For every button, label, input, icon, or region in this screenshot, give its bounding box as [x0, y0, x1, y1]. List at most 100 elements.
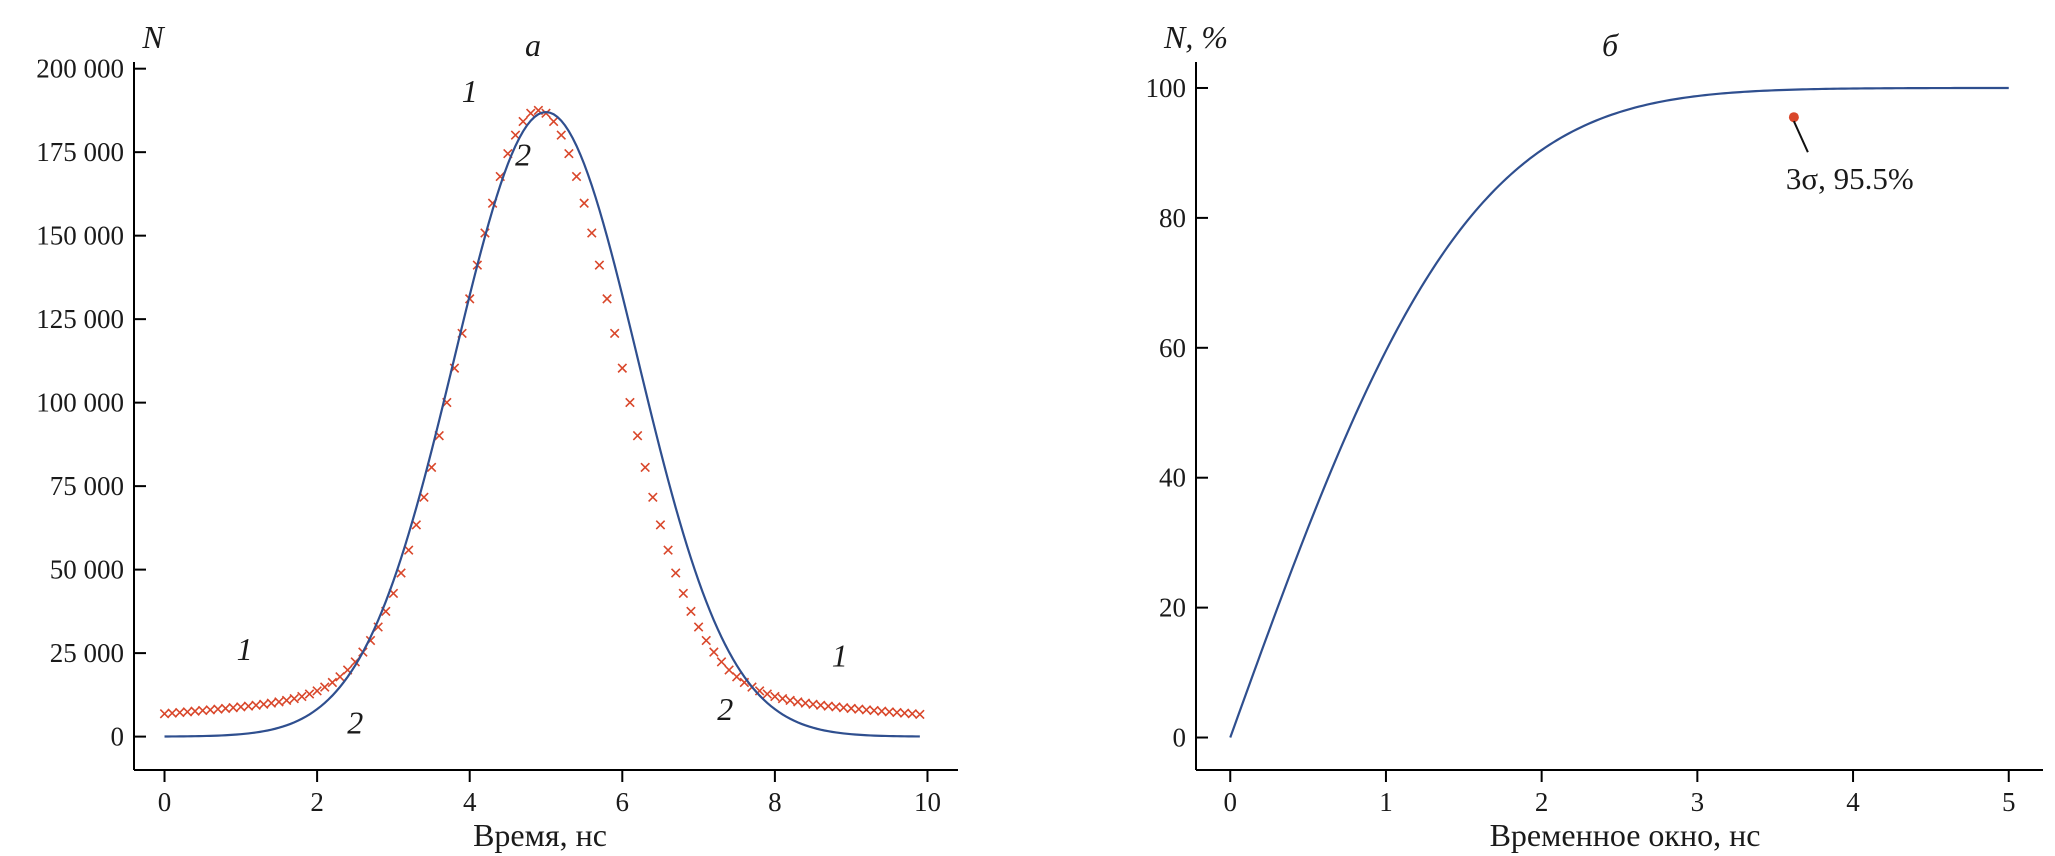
- panel-b-xlabel: Временное окно, нс: [1490, 817, 1761, 853]
- series-point-1: [777, 693, 788, 704]
- series-point-1: [617, 363, 628, 373]
- curve-label: 2: [717, 691, 733, 727]
- series-point-1: [640, 462, 650, 473]
- x-tick-label: 6: [616, 787, 630, 817]
- series-point-1: [571, 171, 582, 182]
- series-point-1: [876, 706, 887, 716]
- panel-a-series: [159, 105, 925, 738]
- y-tick-label: 150 000: [36, 221, 124, 251]
- series-point-1: [899, 708, 910, 718]
- series-point-1: [518, 116, 528, 127]
- series-point-1: [220, 703, 231, 714]
- series-point-1: [854, 704, 864, 714]
- series-point-1: [663, 545, 673, 555]
- series-point-1: [655, 520, 666, 530]
- series-point-1: [205, 705, 216, 715]
- y-tick-label: 0: [1173, 723, 1187, 753]
- y-tick-label: 100 000: [36, 388, 124, 418]
- series-point-1: [625, 397, 635, 408]
- series-point-1: [319, 682, 330, 692]
- x-tick-label: 2: [310, 787, 324, 817]
- series-point-1: [419, 492, 429, 502]
- annotation-point: [1788, 112, 1799, 123]
- panel-b-ylabel: N, %: [1163, 19, 1228, 55]
- series-point-1: [602, 294, 612, 304]
- x-tick-label: 1: [1379, 787, 1393, 817]
- panel-a: N а Время, нс 0 25 000 50 000 75 000 100 000…: [36, 19, 958, 853]
- series-point-1: [861, 705, 872, 715]
- curve-label: 1: [237, 631, 253, 667]
- series-point-1: [815, 700, 826, 710]
- curve-label: 2: [515, 137, 531, 173]
- series-point-1: [297, 691, 307, 702]
- series-point-1: [236, 702, 246, 712]
- panel-b-ticks: 0 20 40 60 80 100 0 1 2 3 4 5: [1146, 73, 2016, 817]
- series-point-1: [731, 672, 742, 682]
- series-point-1: [175, 707, 185, 718]
- y-tick-label: 20: [1159, 593, 1186, 623]
- y-tick-label: 200 000: [36, 54, 124, 84]
- panel-a-ylabel: N: [141, 19, 165, 55]
- series-point-1: [159, 709, 170, 719]
- series-line-2: [164, 110, 920, 738]
- series-point-1: [541, 108, 551, 118]
- series-point-1: [915, 709, 925, 720]
- series-point-1: [564, 148, 574, 159]
- series-point-1: [678, 588, 689, 599]
- series-point-1: [266, 698, 277, 708]
- x-tick-label: 0: [1224, 787, 1238, 817]
- y-tick-label: 50 000: [50, 555, 124, 585]
- series-point-1: [670, 568, 681, 578]
- panel-b-series: [1229, 86, 2009, 738]
- series-point-1: [770, 691, 780, 702]
- series-point-1: [304, 689, 315, 699]
- series-point-1: [289, 693, 299, 704]
- series-point-1: [243, 701, 254, 711]
- series-point-1: [403, 545, 414, 555]
- series-point-1: [609, 328, 620, 339]
- x-tick-label: 4: [1846, 787, 1860, 817]
- series-point-1: [312, 686, 322, 696]
- panel-a-axes: [133, 62, 958, 771]
- x-tick-label: 8: [768, 787, 782, 817]
- panel-b-axes: [1195, 62, 2043, 771]
- series-point-1: [213, 704, 223, 714]
- series-point-1: [907, 709, 917, 719]
- series-point-1: [281, 695, 292, 706]
- series-point-1: [716, 657, 727, 667]
- curve-label: 2: [347, 704, 363, 740]
- y-tick-label: 60: [1159, 333, 1186, 363]
- series-point-1: [785, 695, 795, 706]
- series-point-1: [327, 677, 338, 688]
- series-point-1: [258, 699, 269, 709]
- series-point-1: [686, 606, 696, 617]
- series-point-1: [167, 708, 177, 718]
- annotation-leader: [1792, 120, 1809, 153]
- series-point-1: [411, 520, 422, 530]
- series-point-1: [869, 705, 879, 716]
- panel-b-label: б: [1602, 27, 1619, 63]
- y-tick-label: 125 000: [36, 304, 124, 334]
- series-point-1: [831, 702, 841, 712]
- panel-a-curve-labels: 1 2 1 2 1 2: [237, 73, 848, 740]
- series-point-1: [846, 703, 856, 714]
- panel-a-ticks: 0 25 000 50 000 75 000 100 000 125 000 150 000…: [36, 54, 941, 817]
- series-point-1: [808, 699, 818, 709]
- x-tick-label: 3: [1691, 787, 1705, 817]
- series-point-1: [251, 700, 261, 710]
- panel-a-label: а: [525, 27, 541, 63]
- series-point-1: [587, 228, 597, 238]
- x-tick-label: 0: [158, 787, 172, 817]
- series-point-1: [594, 260, 605, 270]
- series-point-1: [892, 707, 902, 718]
- annotation-text: 3σ, 95.5%: [1786, 161, 1914, 196]
- series-line-cumulative: [1229, 86, 2009, 738]
- x-tick-label: 2: [1535, 787, 1549, 817]
- series-point-1: [800, 698, 811, 708]
- series-point-1: [274, 697, 284, 707]
- series-point-1: [884, 707, 895, 717]
- curve-label: 1: [462, 73, 478, 109]
- x-tick-label: 10: [914, 787, 941, 817]
- series-point-1: [197, 705, 208, 716]
